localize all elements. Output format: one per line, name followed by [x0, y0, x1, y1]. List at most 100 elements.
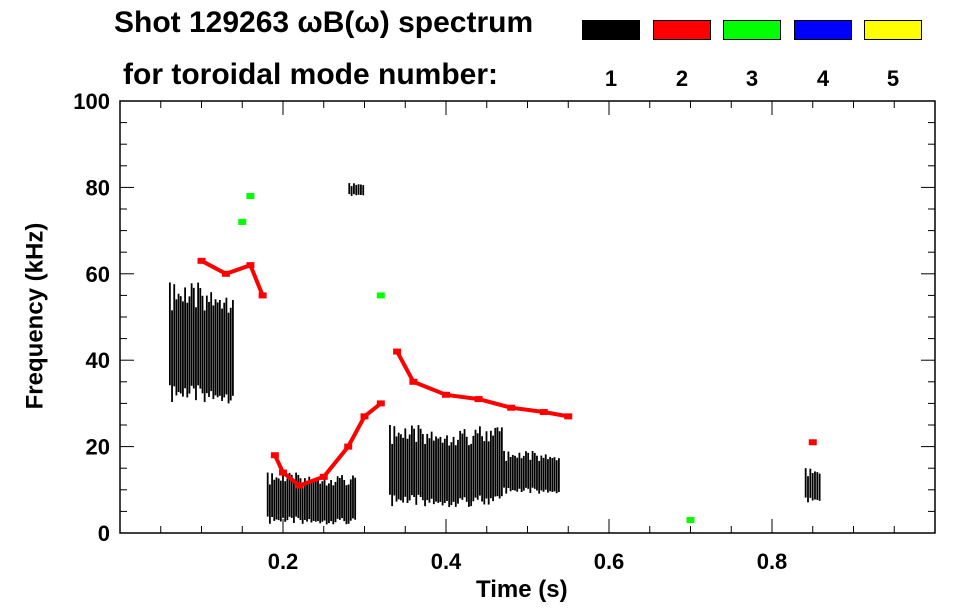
spectrum-streak [468, 445, 470, 507]
series-3 [238, 193, 695, 524]
spectrum-streak [212, 305, 215, 400]
spectrum-streak [807, 476, 809, 503]
spectrum-streak [177, 293, 180, 393]
legend-swatch-5 [864, 20, 922, 40]
spectrum-streak [410, 425, 413, 496]
spectrum-streak [553, 457, 556, 492]
spectrum-streak [395, 436, 398, 502]
spectrum-streak [435, 436, 437, 502]
spectrum-streak [218, 299, 221, 396]
spectrum-streak [354, 477, 357, 520]
spectrum-streak [522, 455, 525, 491]
spectrum-streak [494, 427, 497, 497]
spectrum-streak [443, 438, 446, 504]
spectrum-ridge [200, 259, 265, 297]
spectrum-streak [221, 308, 223, 401]
spectrum-streak [514, 455, 516, 491]
spectrum-streak [500, 427, 503, 497]
spectrum-streak [540, 455, 543, 491]
legend-label-1: 1 [604, 66, 618, 91]
spectrum-streak [338, 477, 341, 520]
spectrum-streak [214, 299, 217, 396]
spectrum-streak [290, 474, 293, 518]
spectrum-streak [441, 442, 444, 506]
spectrum-streak [520, 458, 523, 492]
x-axis-title: Time (s) [476, 576, 568, 603]
spectrum-streak [509, 456, 512, 492]
spectrum-streak [182, 301, 184, 397]
spectrum-streak [201, 295, 204, 394]
spectrum-streak [536, 455, 538, 491]
spectrum-streak [168, 282, 171, 386]
spectrum-streak [549, 456, 552, 492]
legend-swatch-4 [794, 20, 852, 40]
spectrum-streak [402, 437, 405, 503]
spectrum-streak [400, 434, 402, 501]
spectrum-streak [325, 485, 328, 525]
spectrum-streak [179, 296, 182, 394]
legend-swatch-3 [723, 20, 781, 40]
spectrum-streak [225, 297, 228, 395]
spectrum-streak [192, 287, 195, 389]
spectrum-streak [516, 457, 519, 492]
spectrum-streak [232, 299, 234, 396]
spectrum-streak [223, 302, 226, 398]
spectrum-streak [352, 475, 354, 519]
spectrum-streak [551, 458, 554, 492]
spectrum-streak [360, 184, 362, 195]
spectrum-streak [518, 452, 521, 489]
spectrum-streak [184, 287, 186, 389]
spectrum-streak [538, 460, 541, 494]
series-2 [197, 257, 817, 489]
spectrum-streak [814, 471, 816, 500]
spectrum-streak [397, 432, 400, 500]
spectrum-streak [186, 302, 189, 398]
spectrum-streak [188, 296, 191, 394]
spectrum-streak [439, 436, 442, 502]
spectrum-streak [197, 282, 200, 386]
spectrum-streak [555, 460, 558, 494]
spectrum-streak [353, 183, 355, 195]
spectrum-streak [498, 431, 501, 499]
spectrum-streak [476, 433, 479, 500]
spectrum-streak [533, 452, 536, 489]
spectrum-streak [452, 436, 455, 502]
spectrum-streak [308, 476, 311, 520]
spectrum-streak [334, 481, 337, 523]
spectrum-streak [483, 441, 486, 505]
spectrum-streak [208, 301, 210, 397]
x-tick-label: 0.6 [594, 549, 625, 574]
spectrum-streak [426, 433, 429, 501]
spectrum-streak [227, 312, 230, 404]
spectrum-streak [481, 436, 484, 502]
spectrum-point [238, 218, 247, 225]
spectrum-streak [345, 485, 348, 525]
spectrum-streak [811, 473, 814, 501]
spectrum-streak [450, 442, 453, 506]
spectrum-streak [472, 435, 475, 502]
spectrum-streak [357, 184, 360, 195]
spectrum-streak [328, 483, 330, 524]
spectrum-streak [419, 428, 422, 498]
spectrum-streak [505, 460, 508, 494]
spectrum-point [246, 193, 255, 200]
spectrum-streak [421, 434, 424, 501]
spectrum-streak [349, 479, 352, 521]
spectrum-streak [459, 430, 462, 499]
spectrum-streak [341, 475, 343, 519]
spectrum-streak [205, 295, 208, 394]
legend-swatch-1 [582, 20, 640, 40]
spectrum-streak [393, 426, 396, 496]
spectrum-streak [171, 310, 173, 402]
spectrum-streak [173, 284, 176, 387]
spectrum-streak [818, 473, 821, 501]
y-tick-label: 100 [73, 89, 110, 114]
spectrum-streak [348, 183, 351, 195]
spectrum-streak [428, 438, 431, 503]
spectrum-streak [487, 441, 490, 505]
spectrum-streak [404, 428, 407, 497]
spectrum-streak [175, 299, 178, 396]
spectrum-streak [547, 459, 549, 493]
spectrum-marks [168, 183, 821, 525]
